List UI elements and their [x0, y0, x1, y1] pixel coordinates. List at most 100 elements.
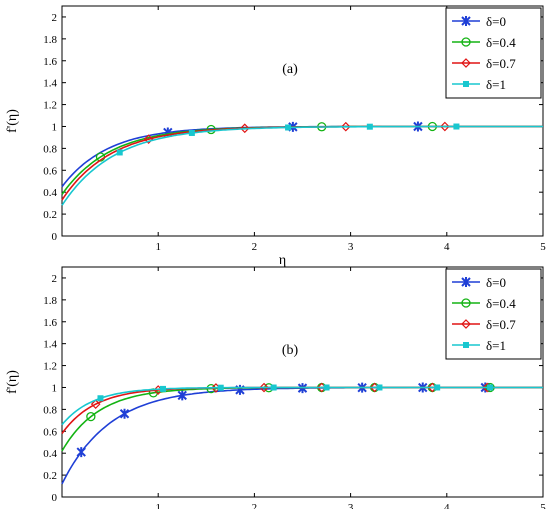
y-tick-label: 0.8 [43, 143, 57, 155]
data-point-marker [270, 384, 277, 391]
data-point-marker [217, 384, 224, 391]
y-tick-label: 1.6 [43, 317, 57, 329]
data-point-marker [76, 447, 86, 458]
legend-label: δ=0.7 [486, 56, 516, 71]
y-tick-label: 0 [52, 231, 58, 243]
series-line [61, 386, 543, 434]
series-1 [61, 121, 543, 188]
data-point-marker [285, 124, 292, 131]
x-tick-label: 2 [252, 241, 258, 253]
y-tick-label: 1 [52, 121, 58, 133]
data-point-marker [188, 129, 195, 136]
x-tick-label: 1 [155, 241, 161, 253]
legend-marker [461, 37, 471, 47]
data-point-marker [487, 384, 494, 391]
x-tick-label: 1 [155, 502, 161, 509]
y-tick-label: 1.2 [43, 361, 57, 373]
x-tick-label: 4 [444, 241, 450, 253]
data-point-marker [177, 390, 187, 401]
x-tick-label: 3 [348, 502, 354, 509]
panel-label: (a) [282, 62, 298, 77]
series-line [61, 125, 543, 188]
legend-marker [461, 319, 471, 329]
y-tick-label: 1.4 [43, 339, 57, 351]
y-tick-label: 1.8 [43, 295, 57, 307]
data-point-marker [239, 123, 250, 134]
y-tick-label: 1.8 [43, 34, 57, 46]
series-line [61, 386, 543, 426]
y-tick-label: 1.4 [43, 78, 57, 90]
y-tick-label: 0.2 [43, 470, 57, 482]
x-tick-label: 5 [540, 502, 546, 509]
y-tick-label: 1.6 [43, 56, 57, 68]
legend: δ=0 δ=0.4 δ=0.7 δ=1 [445, 7, 542, 99]
legend-label: δ=0 [486, 14, 506, 29]
data-point-marker [323, 384, 330, 391]
chart-panel-2: 1234500.20.40.60.811.21.41.61.82ηf'(η)(b… [5, 266, 546, 509]
legend-box [445, 7, 542, 99]
legend-marker [463, 342, 469, 348]
y-tick-label: 0.6 [43, 426, 57, 438]
series-line [61, 386, 543, 485]
series-line [61, 125, 543, 195]
data-point-marker [86, 411, 96, 422]
series-line [61, 125, 543, 206]
plot-frame [61, 266, 544, 498]
data-point-marker [366, 123, 373, 130]
data-point-marker [453, 123, 460, 130]
x-tick-label: 2 [252, 502, 258, 509]
x-tick-label: 3 [348, 241, 354, 253]
series-line [61, 125, 543, 201]
legend-label: δ=0.4 [486, 296, 516, 311]
y-tick-label: 0 [52, 492, 58, 504]
y-axis-title: f'(η) [5, 109, 20, 133]
series-1 [61, 382, 543, 485]
data-point-marker [340, 121, 351, 132]
series-4 [61, 384, 543, 426]
legend-label: δ=0.4 [486, 35, 516, 50]
legend-label: δ=0 [486, 275, 506, 290]
y-tick-label: 0.2 [43, 209, 57, 221]
y-tick-label: 1.2 [43, 100, 57, 112]
y-tick-label: 0.4 [43, 187, 57, 199]
data-point-marker [376, 384, 383, 391]
legend-marker [461, 298, 471, 308]
legend-marker [463, 81, 469, 87]
data-point-marker [440, 121, 450, 132]
y-tick-label: 2 [52, 12, 58, 24]
legend-label: δ=1 [486, 338, 506, 353]
y-tick-label: 2 [52, 273, 58, 285]
data-point-marker [97, 395, 104, 402]
data-point-marker [160, 385, 167, 392]
data-point-marker [90, 399, 101, 409]
x-tick-label: 4 [444, 502, 450, 509]
plot-frame [61, 5, 544, 237]
data-point-marker [119, 408, 130, 419]
series-4 [61, 123, 543, 206]
legend-box [445, 268, 542, 360]
series-2 [61, 121, 543, 195]
series-line [61, 386, 543, 452]
y-tick-label: 0.6 [43, 165, 57, 177]
data-point-marker [143, 134, 154, 145]
x-axis-title: η [279, 253, 286, 268]
y-tick-label: 0.4 [43, 448, 57, 460]
y-tick-label: 1 [52, 382, 58, 394]
data-point-marker [116, 149, 123, 156]
legend-marker [461, 277, 471, 287]
y-tick-label: 0.8 [43, 404, 57, 416]
panel-label: (b) [282, 343, 299, 358]
legend-label: δ=0.7 [486, 317, 516, 332]
y-axis-title: f'(η) [5, 370, 20, 394]
legend-marker [461, 16, 471, 26]
data-point-marker [259, 382, 269, 393]
x-tick-label: 5 [540, 241, 546, 253]
chart-panel-1: 1 2 3 4 5 0 0.2 0.4 0.6 0.8 1 1.2 1.4 1.6 1.8 2 η f'(η) (a… [5, 5, 546, 268]
legend-marker [461, 58, 471, 68]
series-3 [61, 121, 543, 201]
data-point-marker [434, 384, 441, 391]
legend: δ=0 δ=0.4 δ=0.7 δ=1 [445, 268, 542, 360]
legend-label: δ=1 [486, 77, 506, 92]
series-2 [61, 382, 543, 452]
